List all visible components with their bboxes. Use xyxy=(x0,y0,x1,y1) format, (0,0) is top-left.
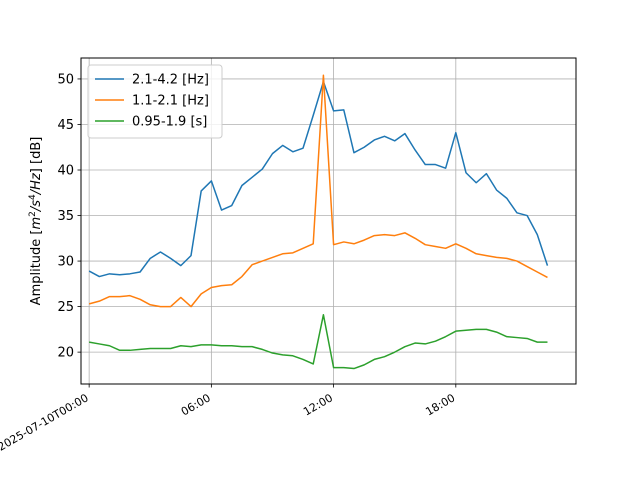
x-tick-label: 2025-07-10T00:00 xyxy=(0,391,91,453)
x-tick-label: 18:00 xyxy=(423,391,457,418)
legend-label: 1.1-2.1 [Hz] xyxy=(132,94,209,109)
y-tick-label: 30 xyxy=(57,255,74,270)
series-line-2 xyxy=(89,314,548,370)
y-tick-label: 50 xyxy=(57,72,74,87)
y-tick-label: 25 xyxy=(57,300,74,315)
y-tick-label: 45 xyxy=(57,118,74,133)
x-tick-label: 12:00 xyxy=(301,391,335,418)
plot-frame xyxy=(80,57,577,385)
y-tick-label: 35 xyxy=(57,209,74,224)
y-axis-label: Amplitude [m2/s4/Hz] [dB] xyxy=(28,137,44,306)
legend-label: 0.95-1.9 [s] xyxy=(132,115,207,130)
series-layer xyxy=(88,74,549,370)
legend-box xyxy=(87,64,223,139)
series-line-0 xyxy=(88,80,549,278)
y-tick-label: 20 xyxy=(57,346,74,361)
series-line-1 xyxy=(88,74,548,308)
ticks-layer: 20 25 30 35 40 45 50 2025-07-10T00:00 06:00 12:00… xyxy=(0,72,457,453)
legend-label: 2.1-4.2 [Hz] xyxy=(132,73,209,88)
legend: 2.1-4.2 [Hz] 1.1-2.1 [Hz] 0.95-1.9 [s] xyxy=(87,64,223,139)
x-tick-label: 06:00 xyxy=(179,391,213,418)
y-tick-label: 40 xyxy=(57,164,74,179)
